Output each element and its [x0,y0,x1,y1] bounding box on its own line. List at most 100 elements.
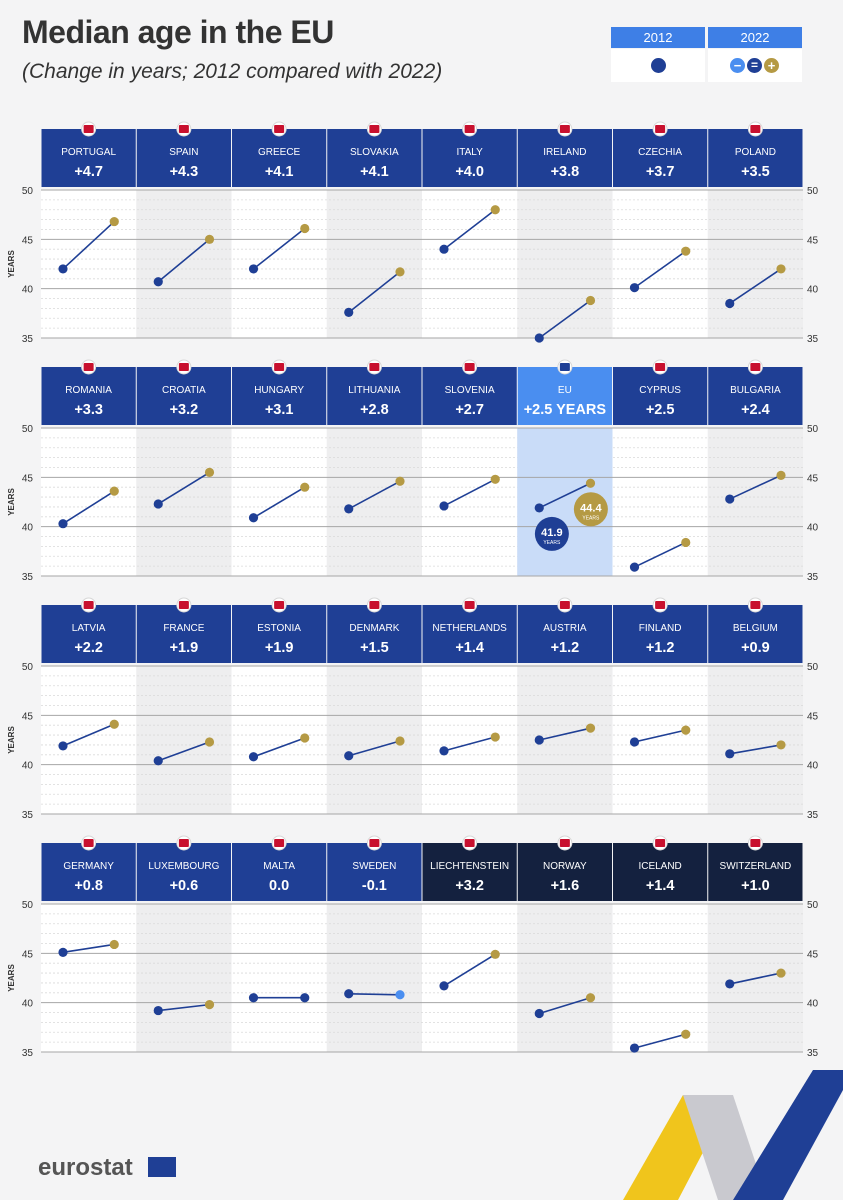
flag-icon-fill [83,839,94,847]
point-2022 [585,993,596,1003]
flag-icon-fill [178,363,189,371]
decorative-ribbon [623,1070,843,1200]
flag-icon-fill [274,125,285,133]
country-header [613,129,708,187]
flag-icon-fill [655,125,666,133]
change-value: +3.7 [646,164,675,180]
y-tick-label-right: 35 [807,810,819,821]
legend-box-2012 [611,49,705,82]
point-2022 [300,482,310,492]
country-header [327,605,422,663]
flag-icon-fill [178,839,189,847]
country-header [613,367,708,425]
flag-icon-fill [464,363,475,371]
plot-column-shade [517,904,613,1052]
point-2012 [439,981,449,991]
point-2012 [439,244,449,254]
country-name: ITALY [456,147,483,158]
country-name: GREECE [258,147,301,158]
country-header [327,843,422,901]
y-tick-label-right: 40 [807,999,819,1010]
series-line [538,482,591,509]
plot-column-shade [707,666,803,814]
eu-label-2022-unit: YEARS [582,515,600,521]
point-2022 [395,990,405,1000]
series-line [348,480,401,510]
point-2022 [204,1000,215,1010]
y-axis-label: YEARS [7,250,16,278]
series-line [348,740,401,757]
change-value: +4.0 [455,164,484,180]
country-header [136,605,231,663]
flag-icon-fill [83,125,94,133]
eu-label-bubble-2022 [573,492,608,527]
flag-icon-fill [559,601,570,609]
point-2012 [629,737,640,747]
y-tick-label-right: 40 [807,761,819,772]
series-line [443,736,496,752]
series-line [253,227,306,270]
point-2012 [153,756,163,766]
change-value: +2.7 [455,402,484,418]
country-name: SLOVENIA [445,385,495,396]
change-value: +1.9 [170,640,199,656]
series-line [634,729,686,743]
plot-column-shade [517,666,613,814]
plot-column-shade [136,428,232,576]
minus-icon: − [730,58,745,73]
y-tick-label-left: 50 [22,186,34,197]
flag-icon-fill [655,363,666,371]
flag-icon-fill [83,601,94,609]
series-line [157,238,211,283]
country-name: IRELAND [543,147,586,158]
change-value: +1.9 [265,640,294,656]
point-2012 [439,746,449,756]
country-header [708,843,803,901]
country-name: FINLAND [639,623,682,634]
country-header [422,129,517,187]
series-line [539,727,591,741]
series-line [62,943,115,954]
flag-icon-fill [655,601,666,609]
series-line [157,471,210,505]
point-2012 [534,503,544,513]
series-line [729,474,782,500]
y-tick-label-left: 45 [22,949,34,960]
y-tick-label-left: 40 [22,999,34,1010]
equals-icon: = [747,58,762,73]
point-2022 [776,470,786,480]
series-line [634,541,687,568]
country-name: HUNGARY [254,385,304,396]
country-header [517,129,612,187]
change-value: +1.0 [741,878,770,894]
change-value: +2.2 [74,640,103,656]
point-2012 [725,749,735,759]
point-2012 [344,504,354,514]
change-value: +1.2 [551,640,580,656]
point-2022 [585,478,596,488]
change-value: +1.4 [646,878,675,894]
point-2022 [585,295,596,306]
point-2012 [629,283,640,293]
flag-icon-fill [369,125,380,133]
y-tick-label-left: 50 [22,424,34,435]
y-tick-label-right: 40 [807,523,819,534]
y-tick-label-left: 40 [22,523,34,534]
legend-box-2022: − = + [708,49,802,82]
country-header [41,605,136,663]
eurostat-logo: eurostat [38,1154,133,1181]
flag-icon-fill [750,839,761,847]
plot-column-shade [326,428,422,576]
y-tick-label-right: 45 [807,235,819,246]
country-name: BULGARIA [730,385,781,396]
plot-column-shade [707,428,803,576]
country-name: FRANCE [163,623,204,634]
point-2022 [681,246,691,256]
point-2012 [153,277,163,287]
flag-icon-fill [178,601,189,609]
legend: 2012 2022 − = + [611,27,802,82]
point-2022 [776,968,786,978]
point-2022 [109,486,119,496]
y-tick-label-right: 50 [807,424,819,435]
change-value: +4.1 [360,164,389,180]
